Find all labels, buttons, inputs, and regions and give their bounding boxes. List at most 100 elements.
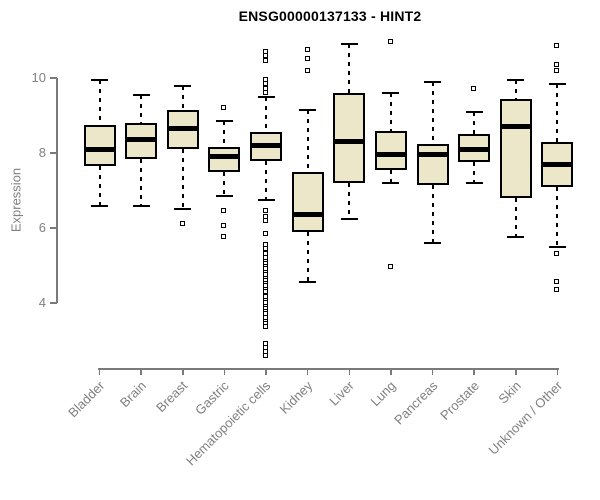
x-tick (265, 368, 267, 375)
outlier-point (471, 86, 477, 92)
lower-whisker-cap (91, 204, 108, 207)
x-tick (140, 368, 142, 375)
upper-whisker (306, 109, 309, 172)
upper-whisker (98, 79, 101, 125)
x-tick (348, 368, 351, 375)
lower-whisker (181, 149, 184, 210)
y-axis-line (56, 78, 58, 303)
outlier-point (221, 223, 227, 229)
upper-whisker-cap (507, 78, 525, 81)
outlier-point (263, 90, 269, 95)
median-line (250, 143, 283, 148)
outlier-point (304, 46, 310, 52)
median-line (166, 126, 199, 132)
outlier-point (221, 208, 227, 214)
upper-whisker-cap (257, 95, 275, 98)
outlier-point (554, 286, 560, 292)
outlier-point (263, 208, 269, 214)
box-liver (333, 93, 366, 183)
box-lung (374, 130, 407, 170)
outlier-point (263, 80, 269, 86)
outlier-point (387, 39, 393, 45)
x-tick-label: Lung (367, 378, 399, 410)
outlier-point (554, 43, 560, 49)
lower-whisker-cap (382, 182, 400, 184)
upper-whisker (389, 93, 392, 131)
x-tick (473, 368, 475, 375)
median-line (208, 154, 241, 160)
lower-whisker (514, 198, 517, 238)
x-axis-line (98, 368, 559, 370)
upper-whisker-cap (132, 93, 150, 96)
lower-whisker (306, 231, 309, 283)
lower-whisker (348, 183, 351, 219)
upper-whisker (223, 121, 226, 148)
box-pancreas (416, 143, 449, 185)
x-tick (556, 368, 559, 375)
upper-whisker-cap (424, 80, 442, 83)
lower-whisker (223, 171, 226, 197)
x-tick-label: Kidney (276, 378, 316, 417)
median-line (458, 146, 491, 152)
upper-whisker (473, 111, 476, 135)
upper-whisker (181, 85, 184, 110)
x-tick (223, 368, 226, 375)
lower-whisker (556, 186, 559, 247)
x-tick (98, 368, 101, 375)
x-tick (306, 368, 309, 375)
x-tick (182, 368, 184, 375)
outlier-point (554, 67, 560, 73)
outlier-point (554, 279, 560, 285)
y-tick-label: 10 (31, 70, 46, 85)
x-tick-label: Brain (116, 378, 149, 411)
outlier-point (387, 264, 393, 270)
median-line (499, 124, 532, 130)
outlier-point (263, 230, 269, 236)
upper-whisker-cap (299, 108, 317, 111)
x-tick-label: Liver (326, 378, 357, 409)
upper-whisker-cap (174, 84, 192, 87)
lower-whisker-cap (299, 281, 317, 284)
lower-whisker-cap (424, 242, 442, 244)
y-tick-label: 8 (38, 145, 46, 160)
median-line (83, 146, 116, 152)
outlier-point (221, 234, 227, 240)
upper-whisker (556, 83, 559, 142)
outlier-point (554, 251, 560, 257)
median-line (333, 139, 366, 145)
outlier-point (554, 61, 560, 67)
lower-whisker-cap (132, 204, 150, 207)
lower-whisker (98, 166, 101, 206)
lower-whisker (265, 160, 268, 200)
lower-whisker (389, 169, 392, 183)
lower-whisker (473, 162, 476, 183)
x-tick (515, 368, 517, 375)
y-tick (50, 227, 57, 229)
x-tick-label: Pancreas (390, 378, 441, 428)
box-skin (499, 98, 532, 198)
y-tick (50, 152, 57, 154)
outlier-point (263, 217, 269, 223)
outlier-point (263, 58, 269, 64)
upper-whisker-cap (465, 110, 483, 113)
lower-whisker-cap (174, 208, 192, 211)
upper-whisker-cap (548, 82, 566, 85)
x-tick-label: Prostate (436, 378, 482, 423)
median-line (541, 161, 574, 167)
y-tick (50, 77, 57, 79)
lower-whisker (140, 158, 143, 206)
median-line (416, 152, 449, 158)
upper-whisker (514, 79, 517, 99)
lower-whisker-cap (465, 182, 483, 184)
box-gastric (208, 147, 241, 172)
lower-whisker (431, 184, 434, 243)
lower-whisker-cap (257, 198, 275, 201)
y-tick-label: 4 (38, 295, 46, 310)
lower-whisker-cap (507, 236, 525, 239)
box-kidney (291, 171, 324, 232)
x-tick-label: Unknown / Other (485, 378, 566, 458)
x-tick-label: Gastric (192, 378, 233, 418)
upper-whisker-cap (215, 120, 233, 123)
y-tick-label: 6 (38, 220, 46, 235)
